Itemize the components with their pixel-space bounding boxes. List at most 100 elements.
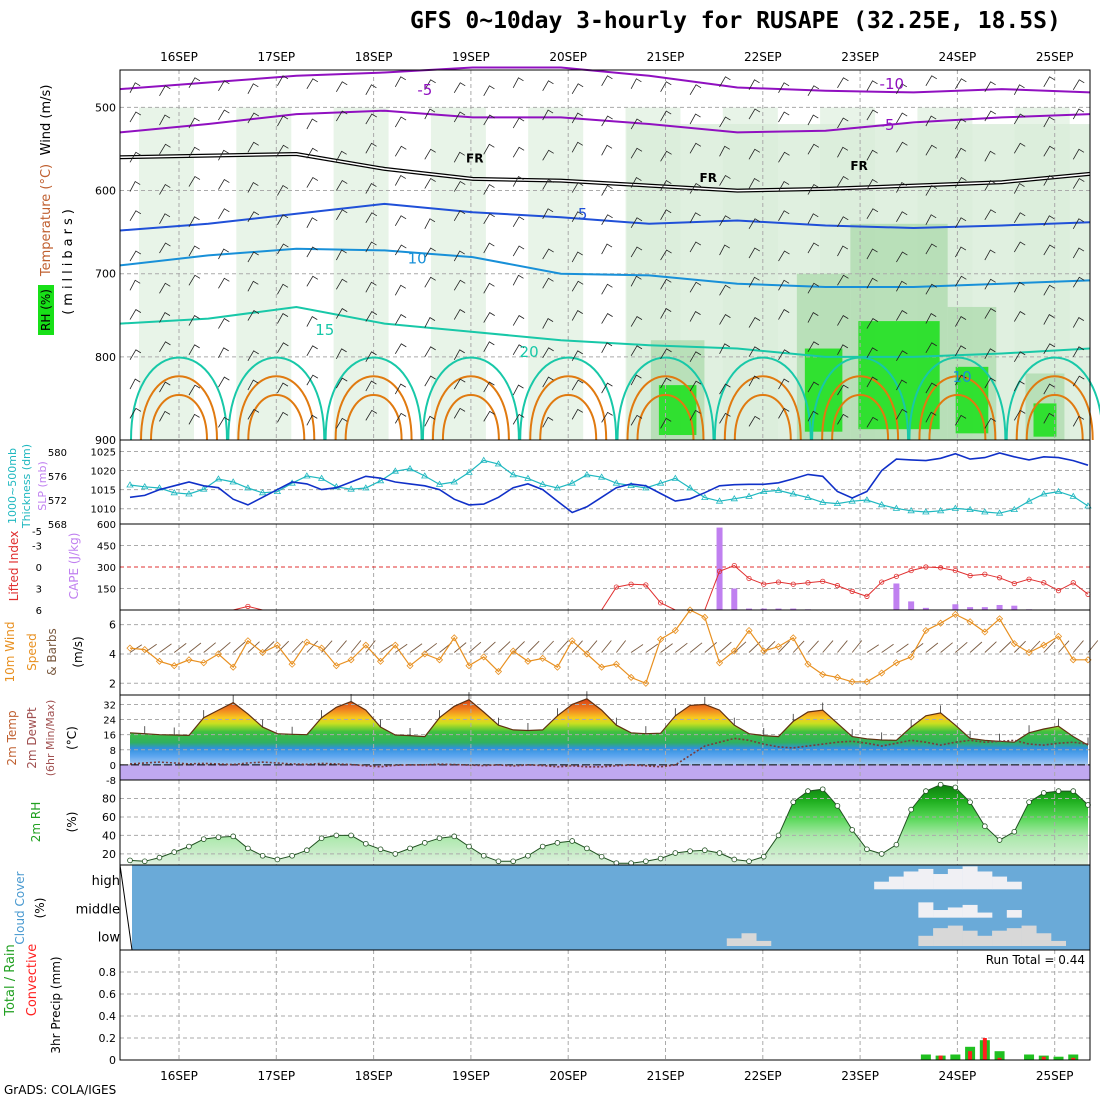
diurnal-isotherm [247,394,306,441]
wind-barb [1043,412,1055,424]
contour-label: FR [466,151,483,165]
wind-barb [512,216,525,228]
pressure-tick-label: 900 [95,434,116,447]
wind-barb [689,84,702,95]
rh-marker [849,827,855,833]
rh-tick-label: 40 [102,829,116,842]
rh-marker [819,786,826,793]
wind-barb [925,411,937,423]
wind-speed-marker [214,650,222,658]
wind-speed-marker [1069,656,1077,664]
wind-barb [188,245,200,257]
wind-speed-marker [494,667,503,676]
rh-marker [937,781,944,788]
wind-barb [306,414,318,426]
lifted-index-marker [952,567,958,574]
lifted-axis-label: Lifted Index [7,531,21,602]
wind-barb [129,181,141,192]
thickness-marker [303,472,311,479]
wind-barb [660,417,672,429]
wind-barb [512,176,524,187]
rh-marker [156,854,163,861]
top-date-label: 21SEP [647,50,685,64]
lifted-index-marker [790,581,796,587]
wind-barb [424,415,436,427]
cloud-cell-low [1021,925,1037,946]
wind-speed-marker [185,656,193,664]
surface-wind-barb [542,640,555,653]
wind-barb [630,217,643,229]
surface-wind-barb [851,640,863,653]
wind-barb [453,279,466,291]
wind-speed-marker [789,634,797,642]
wind-barb [601,75,613,86]
wind-barb [896,182,908,193]
wind-barb [335,308,348,319]
diurnal-isotherm [918,375,997,441]
rh-marker [687,848,693,854]
thickness-marker [804,493,812,500]
lifted-index-marker [1055,588,1062,594]
isotherm-line [119,66,1091,94]
slp-line [129,452,1089,514]
rh-marker [186,843,192,850]
rh-marker [525,852,531,859]
rh-marker [1040,790,1047,796]
bottom-date-label: 22SEP [744,1069,782,1083]
rh-marker [864,846,870,853]
precip-total-bar [1068,1054,1079,1060]
rh-marker [731,856,738,863]
wind-barb [542,248,554,260]
wind-barb [542,109,554,121]
wind-speed-marker [200,659,208,667]
wind-barb [129,309,142,320]
surface-wind-barb [498,641,511,653]
lifted-index-marker [731,562,737,569]
wind-barb [1072,317,1085,328]
diurnal-isotherm [529,375,608,441]
wind-barb [306,78,319,89]
wind-barb [306,275,319,287]
lifted-index-marker [1011,580,1017,587]
wind-speed-marker [391,641,399,649]
wind-barb [748,247,761,259]
wind-barb [601,382,613,394]
wind-barb [925,75,937,86]
wind-barb [660,278,672,290]
wind-barb [365,183,377,194]
cape-bar [775,608,782,610]
wind-tick-label: 4 [109,648,116,661]
wind-barb [837,77,849,88]
wind-barb [1072,218,1085,230]
thickness-marker [199,485,208,492]
surface-wind-barb [291,640,304,653]
wind-barb [896,141,908,153]
rh-marker [480,852,487,859]
wind-barb [955,217,967,229]
cloud-cell-low [992,930,1008,946]
wind-barb [542,416,554,428]
wind-barb [365,113,378,125]
cloud-row-label: high [92,874,120,889]
wind-barb [689,351,702,363]
diurnal-isotherm [237,375,316,441]
diurnal-isotherm [928,394,987,441]
wind-axis-label-1: 10m Wind [3,622,17,683]
surface-wind-barb [188,642,202,653]
wind-barb [306,177,319,188]
diurnal-isotherm [227,356,326,441]
wind-barb [277,115,289,127]
wind-barb [453,82,466,93]
wind-barb [719,145,730,157]
wind-barb [925,342,937,354]
wind-barb [365,311,378,322]
diurnal-isotherm [636,394,695,441]
precip-total-axis-label: Total / Rain [3,944,18,1017]
wind-barb [719,116,731,128]
surface-wind-barb [689,642,703,653]
thickness-marker [686,484,694,491]
wind-speed-marker [465,662,473,670]
rh-marker [304,847,310,854]
slp-tick-label: 1025 [91,447,116,458]
wind-speed-marker [332,662,340,670]
